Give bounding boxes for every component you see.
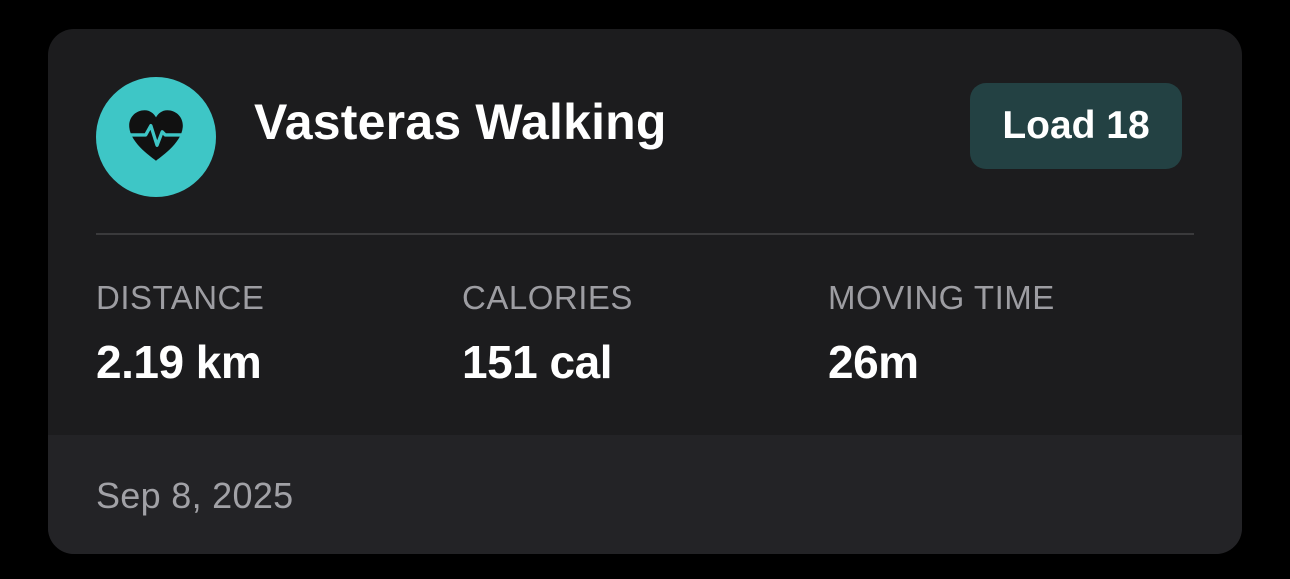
heart-pulse-icon bbox=[123, 110, 189, 161]
stat-value: 2.19 km bbox=[96, 336, 262, 388]
activity-header: Vasteras Walking Load 18 bbox=[48, 29, 1242, 234]
activity-icon-circle bbox=[96, 77, 216, 197]
activity-card[interactable]: Vasteras Walking Load 18 DISTANCE 2.19 k… bbox=[48, 29, 1242, 554]
stat-label: MOVING TIME bbox=[828, 279, 1055, 316]
activity-date: Sep 8, 2025 bbox=[96, 475, 294, 516]
stats-row: DISTANCE 2.19 km CALORIES 151 cal MOVING… bbox=[48, 235, 1242, 435]
stat-moving-time: MOVING TIME 26m bbox=[828, 279, 1055, 389]
divider bbox=[96, 233, 1194, 235]
activity-title: Vasteras Walking bbox=[254, 94, 667, 150]
stat-distance: DISTANCE 2.19 km bbox=[96, 279, 264, 389]
stat-label: CALORIES bbox=[462, 279, 633, 316]
stat-label: DISTANCE bbox=[96, 279, 265, 316]
stat-value: 26m bbox=[828, 336, 919, 388]
stat-value: 151 cal bbox=[462, 336, 612, 388]
card-footer: Sep 8, 2025 bbox=[48, 435, 1242, 554]
load-badge: Load 18 bbox=[970, 83, 1182, 169]
stat-calories: CALORIES 151 cal bbox=[462, 279, 633, 389]
